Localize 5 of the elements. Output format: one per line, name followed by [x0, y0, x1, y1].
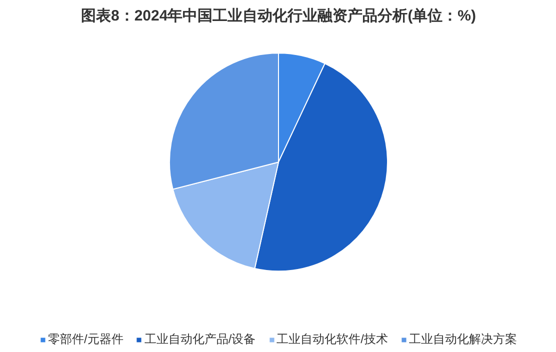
- legend-label: 工业自动化解决方案: [409, 331, 518, 348]
- legend-label: 工业自动化软件/技术: [276, 331, 388, 348]
- legend-label: 工业自动化产品/设备: [144, 331, 256, 348]
- legend-label: 零部件/元器件: [48, 331, 124, 348]
- chart-title: 图表8：2024年中国工业自动化行业融资产品分析(单位：%): [80, 8, 476, 24]
